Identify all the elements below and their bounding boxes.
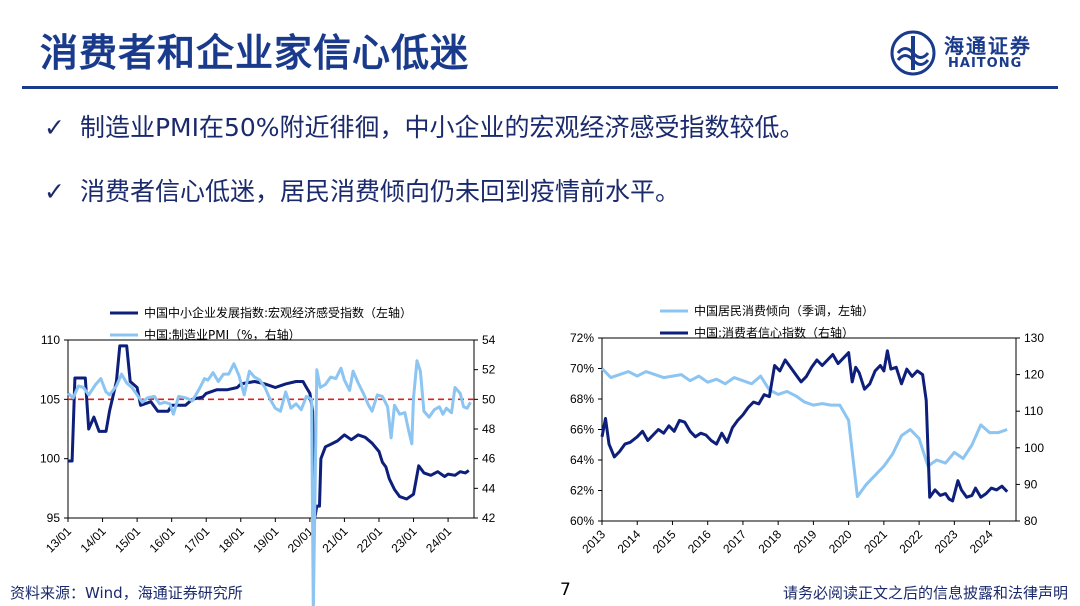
right-axis-label: 130 — [1024, 331, 1044, 345]
x-axis-label: 2017 — [720, 527, 749, 556]
left-axis-label: 60% — [570, 514, 594, 528]
bullet-2-text: 消费者信心低迷，居民消费倾向仍未回到疫情前水平。 — [79, 177, 680, 206]
x-axis-label: 24/01 — [423, 524, 454, 555]
x-axis-label: 18/01 — [216, 524, 247, 555]
bullet-2: ✓ 消费者信心低迷，居民消费倾向仍未回到疫情前水平。 — [44, 172, 680, 208]
x-axis-label: 2023 — [932, 527, 961, 556]
x-axis-label: 14/01 — [78, 524, 109, 555]
right-axis-label: 46 — [482, 452, 496, 466]
x-axis-label: 2014 — [615, 527, 644, 556]
series-line-1 — [68, 344, 470, 525]
x-axis-label: 13/01 — [43, 524, 74, 555]
right-axis-label: 44 — [482, 481, 496, 495]
x-axis-label: 2015 — [650, 527, 679, 556]
right-axis-label: 110 — [1024, 404, 1043, 418]
x-axis-label: 23/01 — [389, 524, 420, 555]
title-rule — [22, 86, 1058, 89]
x-axis-label: 2016 — [685, 527, 714, 556]
logo-chinese-name: 海通证券 — [944, 34, 1032, 58]
right-axis-label: 100 — [1024, 441, 1044, 455]
check-icon: ✓ — [44, 177, 65, 206]
bullet-1: ✓ 制造业PMI在50%附近徘徊，中小企业的宏观经济感受指数较低。 — [44, 108, 805, 144]
left-axis-label: 64% — [570, 453, 594, 467]
left-axis-label: 105 — [40, 392, 60, 406]
chart-1: 95 100 105 110 42 44 46 48 50 52 54 13/01 14/01 15/01… — [40, 305, 496, 606]
series-line-1 — [600, 367, 1008, 499]
right-axis-label: 80 — [1024, 514, 1038, 528]
x-axis-label: 2019 — [791, 527, 820, 556]
page-number: 7 — [560, 580, 571, 600]
bullet-1-text: 制造业PMI在50%附近徘徊，中小企业的宏观经济感受指数较低。 — [79, 113, 805, 142]
logo-english-name: HAITONG — [948, 56, 1023, 71]
x-axis-label: 22/01 — [354, 524, 385, 555]
left-axis-label: 66% — [570, 423, 594, 437]
x-axis-label: 21/01 — [319, 524, 350, 555]
haitong-logo-icon — [890, 30, 936, 76]
x-axis-label: 2013 — [579, 527, 608, 556]
right-axis-label: 120 — [1024, 368, 1044, 382]
right-axis-label: 48 — [482, 422, 496, 436]
x-axis-label: 15/01 — [112, 524, 143, 555]
x-axis-label: 19/01 — [250, 524, 281, 555]
x-axis-label: 2021 — [861, 527, 890, 556]
chart-2: 60% 62% 64% 66% 68% 70% 72% 80 90 100 110 120 130 201… — [570, 303, 1044, 556]
left-axis-label: 62% — [570, 484, 594, 498]
left-axis-label: 70% — [570, 362, 594, 376]
x-axis-label: 2022 — [896, 527, 925, 556]
left-axis-label: 110 — [41, 333, 60, 347]
left-axis-label: 100 — [40, 452, 60, 466]
series-line-2 — [600, 349, 1009, 503]
left-axis-label: 72% — [570, 331, 594, 345]
legend-label: 中国中小企业发展指数:宏观经济感受指数（左轴） — [144, 305, 412, 320]
legend-label: 中国:消费者信心指数（右轴） — [694, 325, 854, 340]
right-axis-label: 50 — [482, 392, 496, 406]
right-axis-label: 42 — [482, 511, 496, 525]
disclaimer: 请务必阅读正文之后的信息披露和法律声明 — [782, 584, 1068, 602]
x-axis-label: 2018 — [756, 527, 785, 556]
page-title: 消费者和企业家信心低迷 — [40, 31, 470, 75]
x-axis-label: 16/01 — [147, 524, 178, 555]
check-icon: ✓ — [44, 113, 65, 142]
series-line-2 — [67, 359, 472, 606]
x-axis-label: 2024 — [967, 527, 996, 556]
right-axis-label: 90 — [1024, 477, 1038, 491]
right-axis-label: 54 — [482, 333, 496, 347]
legend-label: 中国居民消费倾向（季调，左轴） — [694, 303, 874, 318]
left-axis-label: 95 — [47, 511, 61, 525]
right-axis-label: 52 — [482, 363, 496, 377]
haitong-logo: 海通证券 HAITONG — [890, 30, 1050, 76]
source-note: 资料来源：Wind，海通证券研究所 — [10, 584, 243, 602]
legend-label: 中国:制造业PMI（%，右轴） — [144, 327, 301, 342]
left-axis-label: 68% — [570, 392, 594, 406]
x-axis-label: 17/01 — [181, 524, 212, 555]
x-axis-label: 2020 — [826, 527, 855, 556]
